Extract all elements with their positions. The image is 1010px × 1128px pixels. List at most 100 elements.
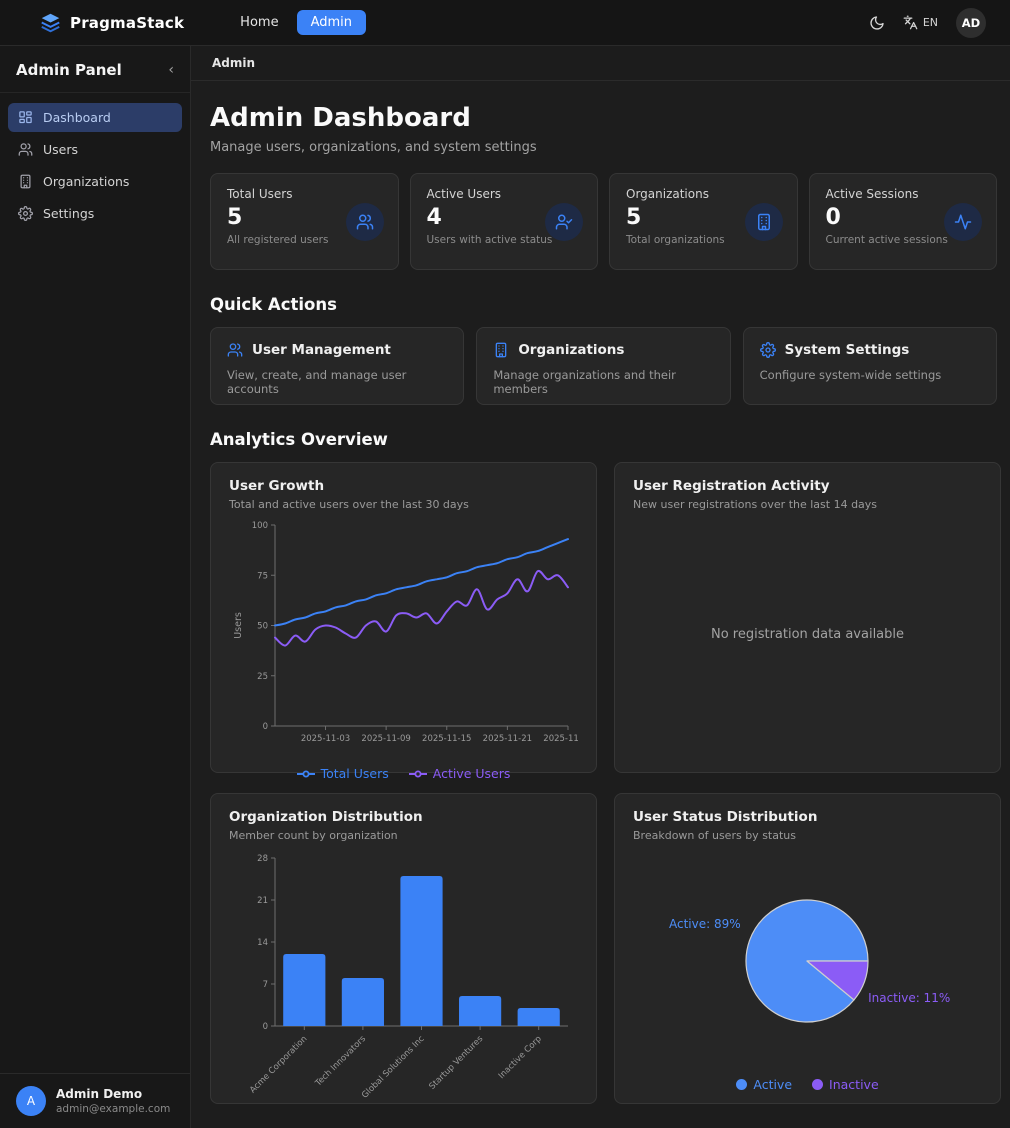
quick-action-title: System Settings	[784, 342, 910, 358]
building-icon	[493, 342, 509, 358]
page-title: Admin Dashboard	[210, 103, 471, 133]
organization-distribution-card: Organization Distribution Member count b…	[210, 793, 597, 1104]
charts-grid: User Growth Total and active users over …	[210, 462, 1001, 1104]
svg-text:100: 100	[252, 521, 268, 531]
sidebar-item-label: Organizations	[43, 174, 130, 189]
quick-action-description: Manage organizations and their members	[493, 368, 676, 396]
quick-action-user-management[interactable]: User Management View, create, and manage…	[210, 327, 465, 405]
sidebar-item-organizations[interactable]: Organizations	[8, 167, 182, 196]
activity-icon	[944, 202, 982, 241]
sidebar-item-users[interactable]: Users	[8, 135, 182, 164]
quick-action-description: View, create, and manage user accounts	[227, 368, 407, 396]
stat-label: Organizations	[626, 187, 709, 201]
sidebar-item-label: Settings	[43, 206, 95, 221]
main-nav: Home Admin	[232, 10, 366, 35]
stat-description: All registered users	[227, 234, 329, 246]
svg-text:Users: Users	[233, 612, 244, 639]
svg-text:Active: 89%: Active: 89%	[669, 917, 741, 931]
stat-label: Active Users	[426, 187, 502, 201]
user-check-icon	[545, 202, 583, 241]
layers-icon	[40, 12, 61, 33]
theme-toggle-button[interactable]	[869, 15, 885, 31]
legend-item-inactive: Inactive	[812, 1077, 879, 1092]
stat-label: Active Sessions	[825, 187, 919, 201]
chart-title: User Registration Activity	[633, 478, 830, 494]
sidebar-user-panel[interactable]: A Admin Demo admin@example.com	[0, 1073, 190, 1128]
stat-card-total-users: Total Users 5 All registered users	[210, 173, 399, 270]
brand-name: PragmaStack	[70, 13, 185, 32]
page-content: Admin Dashboard Manage users, organizati…	[191, 81, 1010, 1118]
sidebar-nav: Dashboard Users Organiza	[0, 93, 190, 238]
quick-action-title: User Management	[252, 342, 391, 358]
svg-text:Startup Ventures: Startup Ventures	[427, 1034, 485, 1092]
users-icon	[227, 342, 243, 358]
quick-actions-heading: Quick Actions	[210, 295, 337, 314]
chart-title: User Growth	[229, 478, 325, 494]
chart-subtitle: Total and active users over the last 30 …	[229, 498, 469, 511]
gear-icon	[18, 206, 33, 221]
svg-text:28: 28	[257, 854, 268, 864]
svg-text:7: 7	[263, 980, 268, 990]
chart-title: Organization Distribution	[229, 809, 423, 825]
legend-dot-icon	[736, 1079, 748, 1090]
quick-actions-row: User Management View, create, and manage…	[210, 327, 997, 405]
svg-text:0: 0	[263, 722, 268, 732]
svg-text:2025-11-09: 2025-11-09	[361, 734, 410, 744]
stat-value: 5	[626, 205, 642, 230]
svg-text:50: 50	[257, 622, 268, 632]
page-subtitle: Manage users, organizations, and system …	[210, 140, 537, 155]
sidebar-item-dashboard[interactable]: Dashboard	[8, 103, 182, 132]
breadcrumb-admin[interactable]: Admin	[212, 56, 256, 70]
legend-dot-icon	[812, 1079, 824, 1090]
translate-icon	[903, 15, 918, 30]
dashboard-icon	[18, 110, 33, 125]
svg-text:Global Solutions Inc: Global Solutions Inc	[360, 1034, 427, 1101]
sidebar-item-label: Users	[43, 142, 79, 157]
svg-text:2025-11-15: 2025-11-15	[422, 734, 471, 744]
stat-card-active-users: Active Users 4 Users with active status	[409, 173, 598, 270]
language-label: EN	[922, 16, 938, 29]
sidebar-item-settings[interactable]: Settings	[8, 199, 182, 228]
gear-icon	[759, 342, 776, 358]
sidebar-header: Admin Panel ‹	[0, 46, 190, 93]
svg-text:Inactive Corp: Inactive Corp	[497, 1034, 544, 1081]
svg-text:Acme Corporation: Acme Corporation	[248, 1034, 309, 1095]
svg-text:2025-11-27: 2025-11-27	[543, 734, 578, 744]
admin-sidebar: Admin Panel ‹ Dashboard	[0, 46, 191, 1128]
stat-description: Total organizations	[626, 234, 725, 246]
stat-value: 4	[426, 205, 442, 230]
stat-card-active-sessions: Active Sessions 0 Current active session…	[808, 173, 997, 270]
pie-chart-legend: Active Inactive	[633, 1077, 982, 1092]
stat-value: 5	[227, 205, 243, 230]
svg-text:Tech Innovators: Tech Innovators	[313, 1034, 368, 1089]
user-avatar[interactable]: AD	[956, 7, 986, 38]
chart-subtitle: New user registrations over the last 14 …	[633, 498, 878, 511]
registration-activity-card: User Registration Activity New user regi…	[614, 462, 1001, 773]
nav-home-link[interactable]: Home	[240, 15, 279, 30]
top-navbar: PragmaStack Home Admin EN AD	[0, 0, 1010, 46]
building-icon	[744, 202, 783, 241]
svg-text:75: 75	[257, 571, 268, 581]
moon-icon	[869, 15, 885, 31]
nav-admin-link[interactable]: Admin	[296, 10, 366, 35]
users-icon	[345, 202, 384, 241]
language-selector-button[interactable]: EN	[903, 15, 938, 30]
quick-action-system-settings[interactable]: System Settings Configure system-wide se…	[742, 327, 997, 405]
quick-action-organizations[interactable]: Organizations Manage organizations and t…	[476, 327, 731, 405]
user-status-pie-chart: Active: 89% Inactive: 11%	[633, 848, 982, 1073]
stat-description: Users with active status	[426, 234, 553, 246]
sidebar-user-avatar: A	[16, 1086, 46, 1116]
sidebar-user-email: admin@example.com	[56, 1103, 171, 1115]
user-growth-line-chart: 0 25 50 75 100 2025-11-03 2025-11-09 2025-11-15…	[229, 517, 578, 762]
sidebar-user-name: Admin Demo	[56, 1087, 143, 1101]
users-icon	[18, 142, 33, 157]
stat-value: 0	[825, 205, 841, 230]
brand[interactable]: PragmaStack	[40, 12, 184, 33]
svg-text:2025-11-21: 2025-11-21	[483, 734, 532, 744]
analytics-heading: Analytics Overview	[210, 430, 388, 449]
collapse-sidebar-button[interactable]: ‹	[168, 62, 174, 78]
organization-bar-chart: 0 7 14 21 28 Acme Corporation Tech Innovators G…	[229, 848, 578, 1101]
main-area: Admin Admin Dashboard Manage users, orga…	[191, 46, 1010, 1128]
svg-text:0: 0	[263, 1022, 268, 1032]
legend-item-active-users: Active Users	[408, 766, 510, 781]
